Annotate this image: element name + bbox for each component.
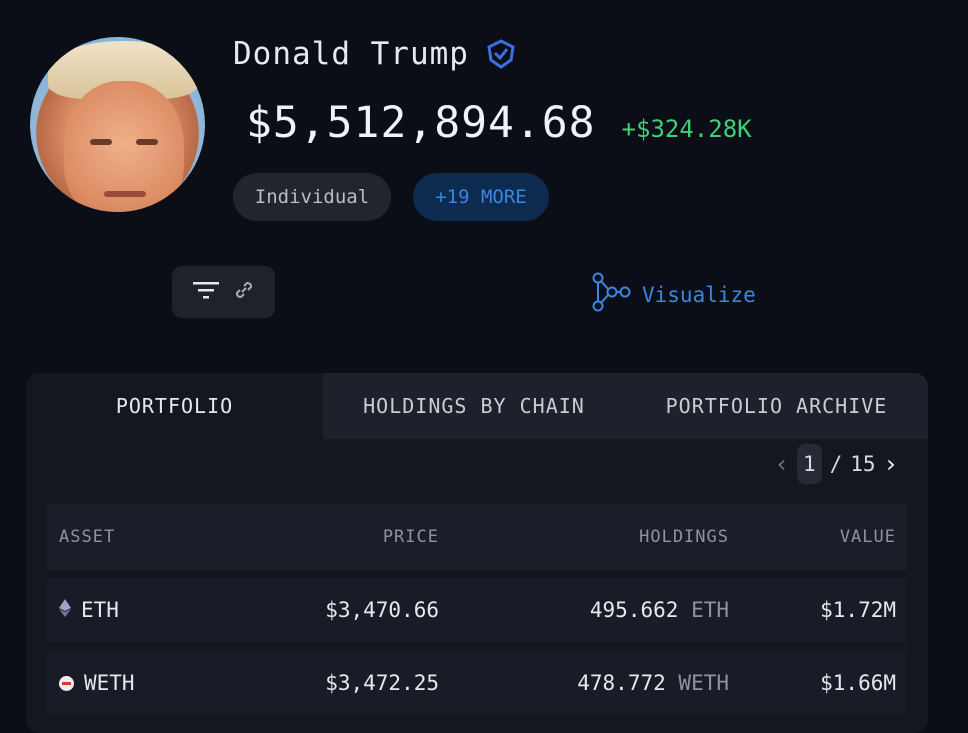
table-row[interactable]: ETH $3,470.66 495.662 ETH $1.72M: [47, 578, 907, 642]
avatar-eye-left: [90, 139, 112, 145]
avatar-mouth: [104, 191, 146, 197]
tag-individual[interactable]: Individual: [233, 173, 391, 221]
balance-change: +$324.28K: [621, 115, 752, 143]
asset-symbol: WETH: [84, 671, 135, 695]
pagination-current: 1: [796, 444, 822, 484]
header-holdings[interactable]: HOLDINGS: [639, 527, 729, 547]
price-cell: $3,472.25: [325, 671, 439, 695]
holdings-amount: 495.662: [589, 598, 679, 622]
portfolio-tabs: PORTFOLIO HOLDINGS BY CHAIN PORTFOLIO AR…: [26, 373, 928, 439]
header-asset[interactable]: ASSET: [59, 527, 116, 547]
holdings-cell: 478.772 WETH: [439, 671, 729, 695]
tab-holdings-by-chain[interactable]: HOLDINGS BY CHAIN: [323, 373, 625, 439]
weth-icon: [59, 675, 74, 691]
asset-cell: ETH: [47, 598, 289, 622]
holdings-cell: 495.662 ETH: [439, 598, 729, 622]
pagination-total: 15: [850, 452, 876, 476]
tab-portfolio[interactable]: PORTFOLIO: [26, 373, 323, 439]
value-cell: $1.72M: [820, 598, 896, 622]
table-row[interactable]: WETH $3,472.25 478.772 WETH $1.66M: [47, 651, 907, 715]
visualize-label: Visualize: [642, 282, 756, 307]
profile-name-row: Donald Trump: [233, 36, 517, 72]
asset-cell: WETH: [47, 671, 289, 695]
tab-portfolio-archive[interactable]: PORTFOLIO ARCHIVE: [625, 373, 928, 439]
chevron-left-icon[interactable]: ‹: [774, 450, 789, 478]
portfolio-balance: $5,512,894.68: [246, 98, 596, 148]
profile-name: Donald Trump: [233, 36, 469, 72]
avatar-eye-right: [136, 139, 158, 145]
header-value[interactable]: VALUE: [839, 527, 896, 547]
holdings-amount: 478.772: [577, 671, 666, 695]
price-cell: $3,470.66: [325, 598, 439, 622]
link-icon[interactable]: [233, 279, 255, 305]
chevron-right-icon[interactable]: ›: [883, 450, 898, 478]
avatar-face: [64, 81, 184, 212]
value-cell: $1.66M: [820, 671, 896, 695]
profile-avatar: [30, 37, 205, 212]
portfolio-card: PORTFOLIO HOLDINGS BY CHAIN PORTFOLIO AR…: [26, 373, 928, 733]
header-price[interactable]: PRICE: [382, 527, 439, 547]
visualize-button[interactable]: Visualize: [590, 272, 756, 317]
pagination: ‹ 1 / 15 ›: [774, 444, 898, 484]
holdings-unit: WETH: [678, 671, 729, 695]
filter-icon[interactable]: [192, 281, 219, 303]
filter-link-toolbar[interactable]: [172, 266, 275, 318]
holdings-unit: ETH: [691, 598, 729, 622]
table-header: ASSET PRICE HOLDINGS VALUE: [47, 504, 907, 570]
balance-row: $5,512,894.68 +$324.28K: [246, 98, 752, 148]
verified-badge-icon: [485, 38, 517, 70]
tag-more-button[interactable]: +19 MORE: [413, 173, 549, 221]
graph-nodes-icon: [590, 272, 632, 317]
asset-symbol: ETH: [81, 598, 119, 622]
eth-icon: [59, 598, 71, 622]
pagination-separator: /: [829, 452, 843, 476]
